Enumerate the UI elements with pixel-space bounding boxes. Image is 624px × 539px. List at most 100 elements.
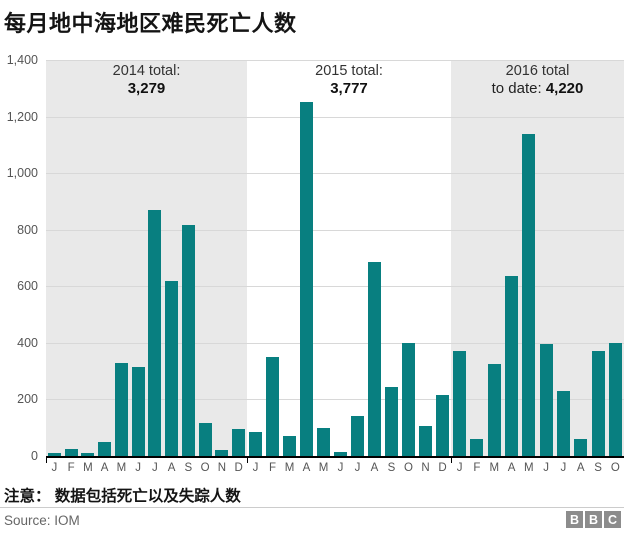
bar-2014-O10 <box>198 423 212 456</box>
x-axis-tick-2016 <box>451 458 452 463</box>
bbc-logo: B B C <box>566 511 621 528</box>
section-total-value-2015: 3,777 <box>247 80 451 97</box>
bar-slot-2016-6 <box>537 344 554 456</box>
month-label-2014-9: S <box>184 462 193 474</box>
bar-2016-J1 <box>453 351 467 456</box>
bar-2016-S9 <box>591 351 605 456</box>
bar-2016-M5 <box>522 134 536 456</box>
gridline-1200 <box>46 117 624 118</box>
bar-2015-S9 <box>385 387 398 456</box>
month-label-2016-1: J <box>456 462 463 474</box>
bar-slot-2015-6 <box>332 452 349 456</box>
bar-2014-J6 <box>131 367 145 456</box>
section-header-2014: 2014 total: 3,279 <box>46 60 247 97</box>
bar-2015-M3 <box>283 436 296 456</box>
bar-slot-2016-5 <box>520 134 537 456</box>
bar-slot-2015-5 <box>315 428 332 456</box>
bar-slot-2014-12 <box>230 429 247 456</box>
month-label-2015-5: M <box>318 462 329 474</box>
month-label-2016-5: M <box>524 462 534 474</box>
bar-2015-J6 <box>334 452 347 456</box>
y-tick-label-1000: 1,000 <box>6 166 38 181</box>
source-label: Source: IOM <box>4 513 80 528</box>
bar-slot-2014-11 <box>214 450 231 456</box>
bar-2016-A8 <box>574 439 588 456</box>
bar-2015-A4 <box>300 102 313 456</box>
chart-title: 每月地中海地区难民死亡人数 <box>4 11 297 36</box>
bar-2015-F2 <box>266 357 279 456</box>
bar-2014-D12 <box>232 429 246 456</box>
section-total-value-2016: to date: 4,220 <box>451 80 624 97</box>
bar-2014-S9 <box>181 225 195 456</box>
bar-row-2016 <box>451 60 624 456</box>
bar-2015-O10 <box>402 343 415 456</box>
bar-slot-2016-10 <box>607 343 624 456</box>
bar-slot-2014-8 <box>163 281 180 456</box>
section-total-number-2014: 3,279 <box>127 80 166 97</box>
gridline-1000 <box>46 173 624 174</box>
bar-2014-A8 <box>165 281 179 456</box>
bar-slot-2016-2 <box>468 439 485 456</box>
bar-2016-J7 <box>556 391 570 456</box>
bar-slot-2016-4 <box>503 276 520 456</box>
y-tick-label-1200: 1,200 <box>6 109 38 124</box>
y-tick-label-800: 800 <box>17 222 38 237</box>
bar-2015-J1 <box>249 432 262 456</box>
bar-slot-2014-4 <box>96 442 113 456</box>
bar-slot-2015-2 <box>264 357 281 456</box>
bar-2014-J1 <box>47 453 61 456</box>
month-label-2016-6: J <box>543 462 549 474</box>
bar-slot-2014-1 <box>46 453 63 456</box>
bar-2014-M3 <box>81 453 95 456</box>
month-label-2014-4: A <box>100 462 109 474</box>
bar-slot-2015-4 <box>298 102 315 456</box>
bar-2014-M5 <box>114 363 128 456</box>
month-label-2016-9: S <box>594 462 602 474</box>
bar-2016-F2 <box>470 439 484 456</box>
x-axis-line <box>46 456 624 458</box>
bar-slot-2015-3 <box>281 436 298 456</box>
section-total-label-2015: 2015 total: <box>315 63 383 79</box>
month-label-2016-10: O <box>610 462 620 474</box>
bar-2015-J7 <box>351 416 364 456</box>
bar-row-2014 <box>46 60 247 456</box>
month-label-2016-8: A <box>576 462 585 474</box>
bar-slot-2014-10 <box>197 423 214 456</box>
bar-2015-D12 <box>436 395 449 456</box>
month-label-2015-2: F <box>268 462 277 474</box>
bbc-logo-letter-c: C <box>604 511 621 528</box>
bar-slot-2016-8 <box>572 439 589 456</box>
month-label-2015-4: A <box>302 462 311 474</box>
bbc-logo-letter-b2: B <box>585 511 602 528</box>
section-header-2015: 2015 total: 3,777 <box>247 60 451 97</box>
bar-2015-A8 <box>368 262 381 456</box>
gridline-200 <box>46 399 624 400</box>
month-label-2015-3: M <box>284 462 295 474</box>
plot-area: 2014 total: 3,279 2015 total: 3,777 2016 tot… <box>46 60 624 456</box>
month-label-2014-6: J <box>135 462 141 474</box>
month-label-2015-8: A <box>370 462 379 474</box>
section-total-number-2016: 4,220 <box>545 80 584 97</box>
bar-2014-N11 <box>215 450 229 456</box>
section-2016: 2016 total to date: 4,220 <box>451 60 624 456</box>
gridline-600 <box>46 286 624 287</box>
section-total-label-2016: 2016 total <box>505 63 570 79</box>
bar-slot-2015-9 <box>383 387 400 456</box>
month-label-2015-7: J <box>354 462 361 474</box>
bar-slot-2015-12 <box>434 395 451 456</box>
month-label-2016-2: F <box>473 462 481 474</box>
bar-slot-2016-9 <box>589 351 606 456</box>
month-label-2014-7: J <box>152 462 158 474</box>
month-label-2014-1: J <box>51 462 58 474</box>
bar-2015-N11 <box>419 426 432 456</box>
month-label-2014-8: A <box>167 462 176 474</box>
footnote: 注意： 数据包括死亡以及失踪人数 <box>4 488 241 505</box>
month-label-2016-3: M <box>489 462 500 474</box>
y-tick-label-200: 200 <box>17 392 38 407</box>
bar-slot-2015-11 <box>417 426 434 456</box>
bar-row-2015 <box>247 60 451 456</box>
bar-2015-M5 <box>317 428 330 456</box>
